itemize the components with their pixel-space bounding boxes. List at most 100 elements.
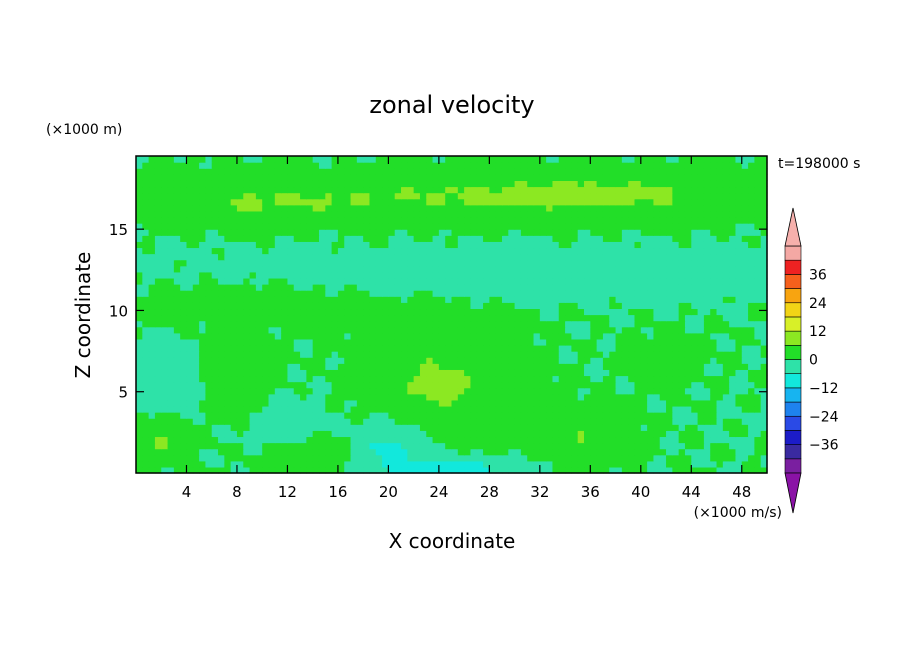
field-cell <box>565 290 572 297</box>
field-cell <box>697 265 705 273</box>
field-cell <box>520 253 528 261</box>
field-cell <box>274 223 282 230</box>
field-cell <box>173 424 181 431</box>
field-cell <box>571 436 579 444</box>
field-cell <box>552 344 560 352</box>
field-cell <box>489 174 497 181</box>
field-cell <box>161 192 169 200</box>
field-cell <box>508 198 516 206</box>
field-cell <box>729 308 737 316</box>
field-cell <box>287 265 295 273</box>
field-cell <box>236 284 244 291</box>
field-cell <box>438 326 446 334</box>
field-cell <box>136 192 143 200</box>
field-cell <box>413 180 421 188</box>
field-cell <box>565 326 572 334</box>
field-cell <box>684 216 692 224</box>
field-cell <box>464 198 472 206</box>
field-cell <box>602 296 610 303</box>
field-cell <box>281 284 289 291</box>
field-cell <box>262 405 270 413</box>
field-cell <box>318 405 326 413</box>
field-cell <box>306 363 314 370</box>
field-cell <box>476 296 484 303</box>
field-cell <box>602 198 610 206</box>
field-cell <box>615 332 623 340</box>
field-cell <box>722 284 730 291</box>
field-cell <box>331 369 339 377</box>
field-cell <box>483 174 490 181</box>
field-cell <box>584 235 591 242</box>
field-cell <box>186 168 194 175</box>
field-cell <box>464 284 472 291</box>
field-cell <box>306 186 314 194</box>
field-cell <box>249 277 257 285</box>
field-cell <box>199 302 207 310</box>
field-cell <box>161 186 169 194</box>
field-cell <box>647 412 655 419</box>
field-cell <box>628 210 636 218</box>
field-cell <box>300 308 307 316</box>
field-cell <box>230 223 238 230</box>
field-cell <box>224 296 232 303</box>
field-cell <box>375 332 383 340</box>
field-cell <box>653 308 661 316</box>
field-cell <box>602 192 610 200</box>
field-cell <box>300 247 307 255</box>
field-cell <box>565 442 572 450</box>
field-cell <box>407 344 415 352</box>
field-cell <box>262 375 270 383</box>
field-cell <box>464 375 472 383</box>
field-cell <box>590 460 598 468</box>
field-cell <box>337 393 345 401</box>
field-cell <box>577 351 585 358</box>
field-cell <box>255 357 263 364</box>
field-cell <box>483 253 490 261</box>
field-cell <box>621 223 629 230</box>
field-cell <box>331 241 339 249</box>
field-cell <box>192 174 200 181</box>
field-cell <box>236 174 244 181</box>
field-cell <box>672 387 680 395</box>
field-cell <box>230 308 238 316</box>
field-cell <box>432 466 440 474</box>
field-cell <box>760 351 768 358</box>
field-cell <box>236 357 244 364</box>
field-cell <box>262 326 270 334</box>
field-cell <box>584 180 591 188</box>
field-cell <box>236 412 244 419</box>
field-cell <box>483 357 490 364</box>
field-cell <box>634 186 642 194</box>
field-cell <box>382 326 389 334</box>
field-cell <box>173 381 181 389</box>
field-cell <box>268 247 276 255</box>
field-cell <box>621 192 629 200</box>
field-cell <box>154 369 162 377</box>
field-cell <box>735 436 743 444</box>
field-cell <box>628 229 636 236</box>
field-cell <box>678 357 686 364</box>
field-cell <box>350 265 358 273</box>
field-cell <box>672 241 680 249</box>
field-cell <box>438 302 446 310</box>
field-cell <box>154 466 162 474</box>
field-cell <box>363 308 371 316</box>
field-cell <box>426 308 434 316</box>
field-cell <box>192 357 200 364</box>
field-cell <box>628 265 636 273</box>
field-cell <box>558 369 566 377</box>
field-cell <box>501 284 509 291</box>
field-cell <box>142 412 150 419</box>
field-cell <box>464 466 472 474</box>
field-cell <box>230 192 238 200</box>
field-cell <box>394 332 402 340</box>
field-cell <box>236 369 244 377</box>
field-cell <box>300 223 307 230</box>
field-cell <box>401 326 408 334</box>
field-cell <box>318 235 326 242</box>
field-cell <box>754 454 762 462</box>
field-cell <box>186 466 194 474</box>
field-cell <box>281 210 289 218</box>
field-cell <box>199 290 207 297</box>
field-cell <box>350 326 358 334</box>
